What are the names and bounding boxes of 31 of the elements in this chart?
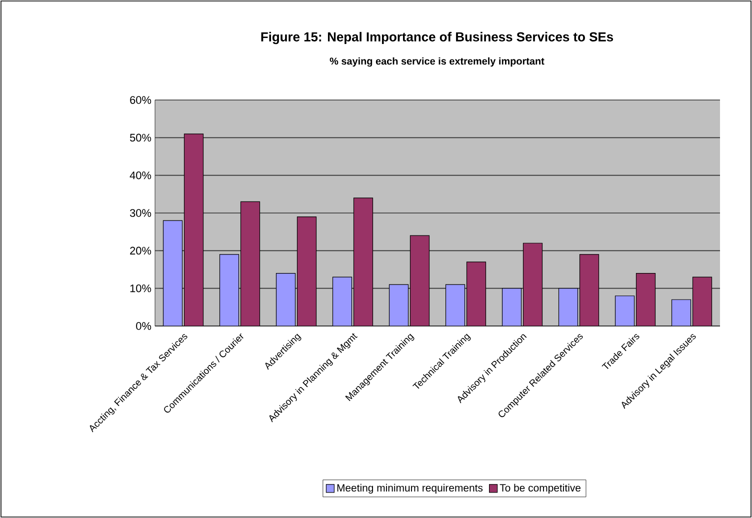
bar bbox=[332, 277, 352, 326]
bar bbox=[446, 284, 465, 326]
bar bbox=[502, 288, 522, 326]
y-tick-label: 50% bbox=[130, 134, 152, 142]
bar bbox=[389, 284, 408, 326]
bar bbox=[558, 288, 578, 326]
y-tick-label: 40% bbox=[130, 171, 152, 180]
bar bbox=[410, 236, 430, 326]
bar bbox=[220, 254, 239, 326]
bar bbox=[615, 296, 634, 326]
bar bbox=[184, 134, 204, 326]
bar bbox=[163, 220, 182, 326]
bar bbox=[692, 276, 712, 326]
bar bbox=[297, 216, 316, 326]
legend-label: Meeting minimum requirements bbox=[337, 484, 483, 494]
bar bbox=[636, 273, 656, 326]
chart-title: Figure 15: Nepal Importance of Business Services to SEs bbox=[261, 32, 614, 44]
y-tick-label: 0% bbox=[136, 322, 152, 330]
bar bbox=[523, 243, 542, 326]
bar bbox=[240, 202, 260, 326]
y-tick-label: 10% bbox=[130, 284, 152, 292]
chart-subtitle: % saying each service is extremely important bbox=[330, 57, 544, 67]
bar bbox=[354, 198, 373, 326]
bar bbox=[466, 262, 486, 326]
y-tick-label: 60% bbox=[130, 96, 152, 104]
bar bbox=[276, 273, 296, 326]
legend-label: To be competitive bbox=[500, 484, 581, 494]
bar bbox=[671, 299, 692, 326]
bar bbox=[580, 254, 599, 326]
y-tick-label: 30% bbox=[130, 209, 152, 217]
y-tick-label: 20% bbox=[130, 246, 152, 255]
